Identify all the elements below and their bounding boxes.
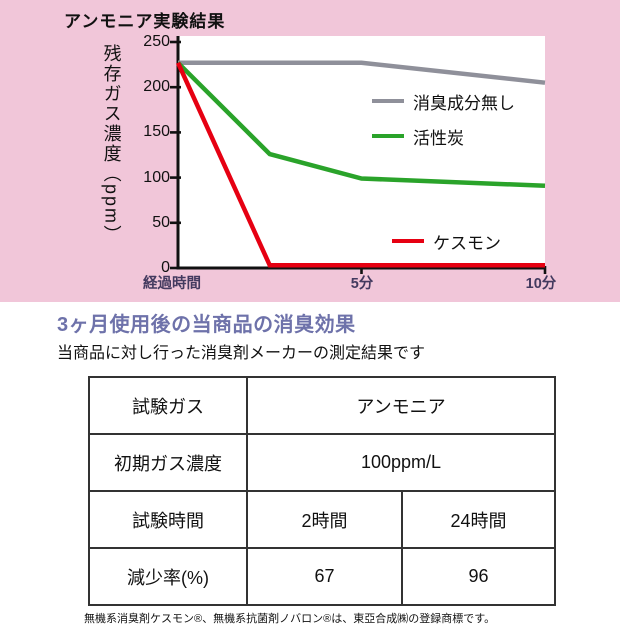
line-chart: [170, 36, 547, 274]
y-tick-label: 50: [152, 214, 170, 231]
row-label: 初期ガス濃度: [88, 433, 248, 492]
x-tick-label: 5分: [350, 276, 374, 292]
row-value: 67: [246, 547, 403, 606]
y-tick-label: 150: [143, 123, 170, 140]
row-label: 試験ガス: [88, 376, 248, 435]
y-axis-title: 残存ガス濃度（ppm）: [101, 44, 122, 246]
chart-title: アンモニア実験結果: [64, 12, 226, 31]
x-axis-label: 経過時間: [143, 276, 201, 292]
table-row: 試験時間 2時間 24時間: [88, 490, 556, 549]
row-label: 試験時間: [88, 490, 248, 549]
ammonia-chart-panel: アンモニア実験結果 残存ガス濃度（ppm） 250 200 150 100 50…: [0, 0, 620, 302]
legend-label: 活性炭: [413, 128, 464, 148]
y-tick-label: 250: [143, 33, 170, 50]
table-row: 減少率(%) 67 96: [88, 547, 556, 606]
row-value: 96: [401, 547, 556, 606]
row-value: アンモニア: [246, 376, 556, 435]
legend-label: ケスモン: [433, 233, 501, 253]
y-tick-label: 0: [161, 259, 170, 276]
legend-item-no-deodorant: 消臭成分無し: [372, 90, 515, 113]
result-section: 3ヶ月使用後の当商品の消臭効果 当商品に対し行った消臭剤メーカーの測定結果です …: [0, 302, 620, 625]
y-tick-label: 100: [143, 169, 170, 186]
legend-item-activated-carbon: 活性炭: [372, 125, 464, 148]
row-label: 減少率(%): [88, 547, 248, 606]
row-value: 24時間: [401, 490, 556, 549]
trademark-footnote: 無機系消臭剤ケスモン®、無機系抗菌剤ノバロン®は、東亞合成㈱の登録商標です。: [84, 613, 496, 625]
legend-swatch-green: [372, 134, 404, 138]
result-table: 試験ガス アンモニア 初期ガス濃度 100ppm/L 試験時間 2時間 24時間…: [88, 376, 556, 606]
y-tick-label: 200: [143, 78, 170, 95]
legend-item-kesmon: ケスモン: [392, 230, 501, 253]
row-value: 2時間: [246, 490, 403, 549]
section-subheading: 当商品に対し行った消臭剤メーカーの測定結果です: [57, 345, 426, 362]
legend-swatch-red: [392, 239, 424, 243]
table-row: 初期ガス濃度 100ppm/L: [88, 433, 556, 492]
legend-label: 消臭成分無し: [413, 93, 515, 113]
legend-swatch-gray: [372, 99, 404, 103]
table-row: 試験ガス アンモニア: [88, 376, 556, 435]
section-heading: 3ヶ月使用後の当商品の消臭効果: [57, 314, 356, 336]
row-value: 100ppm/L: [246, 433, 556, 492]
x-tick-label: 10分: [525, 276, 557, 292]
